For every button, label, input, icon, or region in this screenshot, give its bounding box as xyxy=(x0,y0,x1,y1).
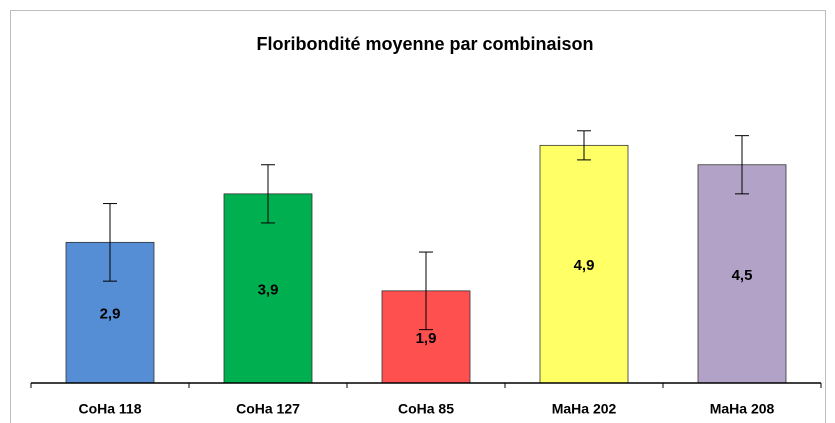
x-tick-label: MaHa 208 xyxy=(710,401,775,417)
value-label: 4,9 xyxy=(574,257,595,274)
value-label: 2,9 xyxy=(100,306,121,323)
bar xyxy=(697,164,787,384)
chart-title: Floribondité moyenne par combinaison xyxy=(256,34,593,54)
x-tick-label: CoHa 85 xyxy=(398,401,454,417)
value-label: 4,5 xyxy=(732,267,753,284)
bar xyxy=(539,144,629,384)
value-label: 1,9 xyxy=(416,330,437,347)
x-tick-label: CoHa 118 xyxy=(78,401,141,417)
bar xyxy=(223,193,313,384)
x-tick-label: CoHa 127 xyxy=(236,401,300,417)
value-label: 3,9 xyxy=(258,281,279,298)
x-tick-label: MaHa 202 xyxy=(552,401,617,417)
